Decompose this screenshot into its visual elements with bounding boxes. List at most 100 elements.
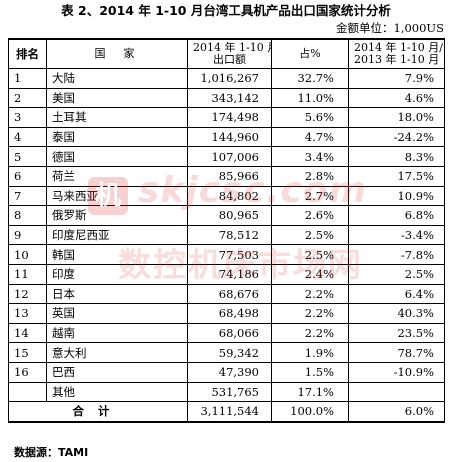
table-body: 1 大陆 1,016,267 32.7% 7.9% 2 美国 343,142 11.0% 4.6%… [8,68,445,402]
change-cell: 8.3% [348,146,445,167]
total-share: 100.0% [271,401,349,423]
table-row: 1 大陆 1,016,267 32.7% 7.9% [8,68,445,89]
table-row: 10 韩国 77,503 2.5% -7.8% [8,244,445,265]
table-row: 13 英国 68,498 2.2% 40.3% [8,303,445,324]
amount-cell: 85,966 [187,166,272,187]
change-cell: 78.7% [348,342,445,363]
table-row: 其他 531,765 17.1% [8,382,445,402]
amount-cell: 47,390 [187,362,272,383]
table-row: 15 意大利 59,342 1.9% 78.7% [8,342,445,363]
table-row: 4 泰国 144,960 4.7% -24.2% [8,127,445,148]
total-label: 合计 [8,401,188,423]
header-country: 国家 [46,38,188,69]
total-amount: 3,111,544 [187,401,272,423]
header-change: 2014 年 1-10 月/ 2013 年 1-10 月 [348,38,445,69]
rank-cell: 9 [8,225,47,246]
share-cell: 3.4% [271,146,349,167]
country-cell: 美国 [46,88,188,109]
change-cell: 17.5% [348,166,445,187]
table-row: 11 印度 74,186 2.4% 2.5% [8,264,445,285]
rank-cell: 16 [8,362,47,383]
change-cell: -10.9% [348,362,445,383]
country-cell: 土耳其 [46,107,188,128]
table-row: 2 美国 343,142 11.0% 4.6% [8,88,445,109]
change-cell: 7.9% [348,68,445,89]
table-title: 表 2、2014 年 1-10 月台湾工具机产品出口国家统计分析 [61,3,391,18]
rank-cell: 4 [8,127,47,148]
rank-cell: 5 [8,146,47,167]
share-cell: 4.7% [271,127,349,148]
rank-cell: 12 [8,284,47,305]
amount-cell: 107,006 [187,146,272,167]
table-row: 14 越南 68,066 2.2% 23.5% [8,323,445,344]
rank-cell: 2 [8,88,47,109]
header-share: 占% [271,38,349,69]
rank-cell: 8 [8,205,47,226]
country-cell: 泰国 [46,127,188,148]
country-cell: 越南 [46,323,188,344]
amount-cell: 1,016,267 [187,68,272,89]
country-cell: 马来西亚 [46,186,188,207]
table-row: 8 俄罗斯 80,965 2.6% 6.8% [8,205,445,226]
rank-cell: 15 [8,342,47,363]
rank-cell: 10 [8,244,47,265]
share-cell: 2.7% [271,186,349,207]
change-cell: 23.5% [348,323,445,344]
country-cell: 日本 [46,284,188,305]
amount-cell: 77,503 [187,244,272,265]
header-amount: 2014 年 1-10 月 出口额 [187,38,272,69]
total-row: 合计 3,111,544 100.0% 6.0% [8,401,445,423]
unit-label: 金额单位：1,000US [336,21,444,35]
total-change: 6.0% [348,401,445,423]
table-row: 7 马来西亚 84,802 2.7% 10.9% [8,186,445,207]
change-cell: -24.2% [348,127,445,148]
change-cell: 10.9% [348,186,445,207]
rank-cell: 7 [8,186,47,207]
amount-cell: 80,965 [187,205,272,226]
amount-cell: 68,676 [187,284,272,305]
country-cell: 巴西 [46,362,188,383]
header-amount-line1: 2014 年 1-10 月 [193,41,272,54]
rank-cell: 13 [8,303,47,324]
change-cell: 4.6% [348,88,445,109]
share-cell: 1.5% [271,362,349,383]
country-cell: 其他 [46,382,188,402]
country-cell: 德国 [46,146,188,167]
change-cell: 6.8% [348,205,445,226]
change-cell: -7.8% [348,244,445,265]
share-cell: 2.2% [271,323,349,344]
country-cell: 俄罗斯 [46,205,188,226]
share-cell: 2.5% [271,225,349,246]
table-row: 9 印度尼西亚 78,512 2.5% -3.4% [8,225,445,246]
header-amount-line2: 出口额 [213,53,246,66]
change-cell: 2.5% [348,264,445,285]
header-change-line1: 2014 年 1-10 月/ [354,41,443,54]
amount-cell: 68,498 [187,303,272,324]
table-row: 12 日本 68,676 2.2% 6.4% [8,284,445,305]
share-cell: 11.0% [271,88,349,109]
change-cell: 6.4% [348,284,445,305]
amount-cell: 343,142 [187,88,272,109]
rank-cell: 14 [8,323,47,344]
country-cell: 韩国 [46,244,188,265]
amount-cell: 174,498 [187,107,272,128]
amount-cell: 68,066 [187,323,272,344]
change-cell: 40.3% [348,303,445,324]
table-row: 5 德国 107,006 3.4% 8.3% [8,146,445,167]
amount-cell: 144,960 [187,127,272,148]
export-table: 排名 国家 2014 年 1-10 月 出口额 占% 2014 年 1-10 月… [8,38,445,423]
share-cell: 5.6% [271,107,349,128]
amount-cell: 59,342 [187,342,272,363]
country-cell: 大陆 [46,68,188,89]
header-row: 排名 国家 2014 年 1-10 月 出口额 占% 2014 年 1-10 月… [8,38,445,69]
table-row: 6 荷兰 85,966 2.8% 17.5% [8,166,445,187]
amount-cell: 531,765 [187,382,272,402]
country-cell: 印度 [46,264,188,285]
change-cell: 18.0% [348,107,445,128]
amount-cell: 78,512 [187,225,272,246]
share-cell: 2.2% [271,284,349,305]
share-cell: 2.2% [271,303,349,324]
country-cell: 意大利 [46,342,188,363]
share-cell: 2.6% [271,205,349,226]
country-cell: 印度尼西亚 [46,225,188,246]
